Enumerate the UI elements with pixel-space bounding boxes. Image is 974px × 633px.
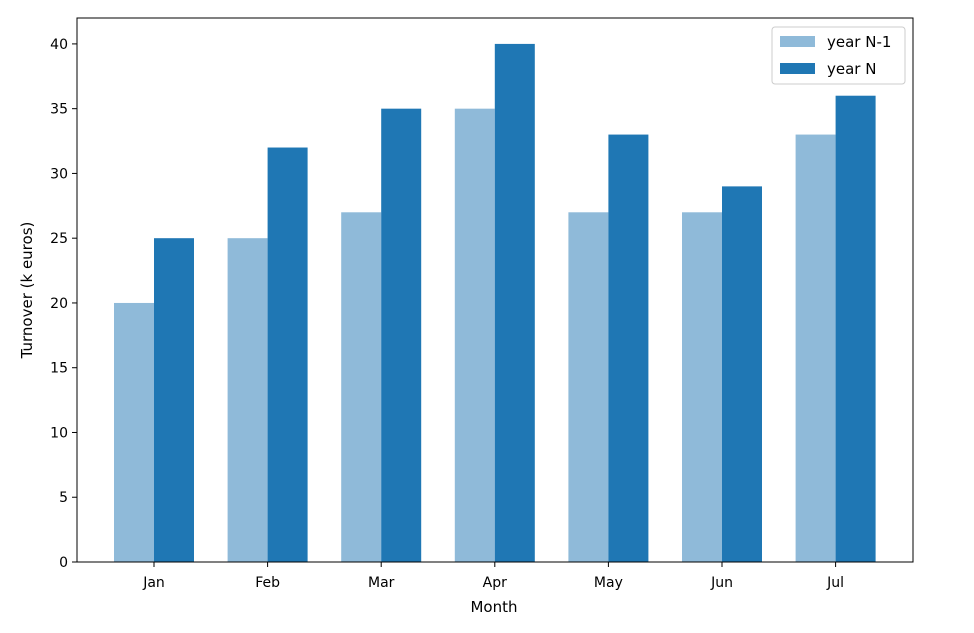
y-tick-label: 40 (50, 37, 68, 53)
y-tick-label: 30 (50, 166, 68, 182)
y-tick-label: 5 (59, 490, 68, 506)
y-tick-label: 20 (50, 296, 68, 312)
bar-year-n-1-jul (795, 134, 836, 563)
x-tick-label: Mar (368, 575, 395, 591)
legend-swatch (780, 63, 815, 74)
bar-year-n-1-feb (227, 238, 268, 562)
bar-year-n-may (608, 134, 649, 563)
legend: year N-1 year N (771, 26, 906, 85)
bar-year-n-1-jan (114, 302, 154, 562)
legend-label: year N (827, 60, 876, 78)
y-axis-label: Turnover (k euros) (18, 222, 36, 360)
bar-year-n-apr (494, 43, 535, 562)
legend-swatch (780, 36, 815, 47)
bars-layer (114, 43, 876, 563)
legend-label: year N-1 (827, 33, 891, 51)
x-tick-label: Jan (142, 575, 165, 591)
y-tick-label: 10 (50, 425, 68, 441)
bar-year-n-1-apr (454, 108, 495, 563)
y-tick-label: 15 (50, 361, 68, 377)
bar-year-n-1-may (568, 212, 609, 563)
y-tick-label: 35 (50, 102, 68, 118)
x-tick-label: May (594, 575, 623, 591)
x-tick-label: Jun (710, 575, 733, 591)
x-tick-label: Jul (826, 575, 844, 591)
bar-year-n-jun (722, 186, 762, 562)
bar-year-n-jul (835, 95, 876, 562)
bar-year-n-1-jun (682, 212, 722, 563)
bar-year-n-mar (381, 108, 422, 563)
x-tick-label: Apr (483, 575, 507, 591)
bar-year-n-jan (154, 238, 194, 562)
bar-year-n-1-mar (341, 212, 382, 563)
x-axis-label: Month (470, 598, 517, 616)
bar-year-n-feb (267, 147, 308, 562)
axes-layer: 0 5 10 15 20 25 30 35 40 Jan Feb Mar Apr May Jun Jul (50, 17, 914, 591)
y-tick-label: 25 (50, 231, 68, 247)
y-tick-label: 0 (59, 555, 68, 571)
x-tick-label: Feb (255, 575, 280, 591)
